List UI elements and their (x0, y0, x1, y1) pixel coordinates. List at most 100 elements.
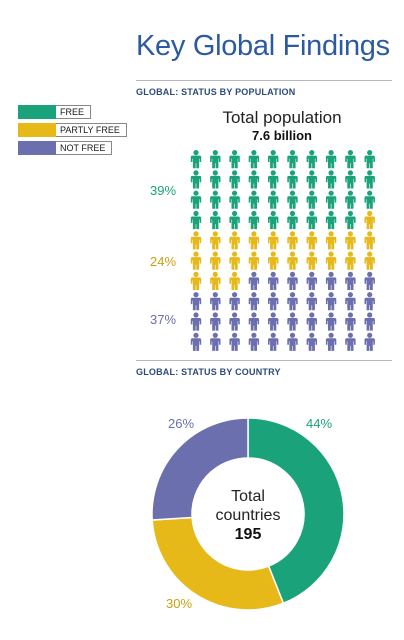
person-icon (364, 312, 375, 331)
person-icon (287, 231, 298, 250)
person-icon (190, 271, 202, 290)
person-icon (248, 271, 260, 290)
person-icon (248, 210, 260, 230)
person-icon (287, 312, 298, 331)
person-icon (345, 292, 356, 311)
person-icon (287, 271, 298, 290)
person-icon (287, 170, 298, 189)
person-icon (306, 312, 317, 331)
person-icon (345, 231, 356, 250)
person-icon (287, 251, 298, 270)
person-icon (248, 292, 260, 311)
donut-pct-label-free: 44% (306, 416, 333, 431)
person-icon (229, 332, 240, 351)
person-icon (306, 231, 317, 250)
person-icon (229, 312, 240, 331)
person-icon (306, 271, 317, 290)
person-icon (248, 150, 260, 169)
legend-swatch-not-free (18, 141, 56, 155)
legend-item-free: FREE (18, 104, 127, 120)
person-icon (268, 150, 279, 169)
donut-center-label-line2: countries (215, 507, 281, 524)
person-icon (248, 170, 260, 189)
person-icon (190, 292, 202, 311)
legend-label-not-free: NOT FREE (56, 141, 113, 155)
person-icon (306, 332, 317, 351)
person-icon (248, 190, 260, 209)
person-icon (229, 190, 240, 209)
person-icon (306, 170, 317, 189)
pct-label-free: 39% (150, 183, 177, 198)
person-icon (229, 292, 240, 311)
person-icon (306, 190, 317, 209)
person-icon (325, 231, 337, 250)
legend-swatch-partly-free (18, 123, 56, 137)
person-icon (345, 332, 356, 351)
person-icon (210, 312, 221, 331)
person-icon (190, 231, 202, 250)
person-icon (190, 170, 202, 189)
legend-item-partly-free: PARTLY FREE (18, 122, 127, 138)
population-section-label: GLOBAL: STATUS BY POPULATION (136, 87, 296, 97)
person-icon (268, 271, 279, 290)
person-icon (325, 150, 337, 169)
person-icon (210, 150, 221, 169)
person-icon (364, 190, 375, 209)
person-icon (364, 271, 375, 290)
person-icon (287, 332, 298, 351)
person-icon (306, 292, 317, 311)
person-icon (325, 332, 337, 351)
person-icon (287, 150, 298, 169)
person-icon (325, 190, 337, 209)
donut-pct-label-partly-free: 30% (166, 596, 193, 611)
person-icon (364, 150, 375, 169)
legend-swatch-free (18, 105, 56, 119)
person-icon (210, 170, 221, 189)
person-icon (345, 251, 356, 270)
population-title: Total population (222, 108, 342, 127)
person-icon (325, 292, 337, 311)
person-icon (229, 150, 240, 169)
person-icon (210, 190, 221, 209)
person-icon (268, 332, 279, 351)
person-icon (229, 271, 240, 290)
person-icon (248, 231, 260, 250)
person-icon (229, 231, 240, 250)
person-icon (287, 190, 298, 209)
person-icon (364, 210, 375, 230)
person-icon (306, 210, 317, 230)
donut-center-label-line1: Total (231, 488, 265, 505)
person-icon (190, 190, 202, 209)
person-icon (287, 210, 298, 230)
person-icon (325, 271, 337, 290)
pct-label-not-free: 37% (150, 312, 177, 327)
person-icon (190, 312, 202, 331)
donut-slice-not-free (151, 417, 249, 521)
person-icon (325, 210, 337, 230)
person-icon (268, 251, 279, 270)
person-icon (345, 271, 356, 290)
person-icon (364, 251, 375, 270)
legend-item-not-free: NOT FREE (18, 140, 127, 156)
page-title: Key Global Findings (136, 30, 390, 62)
donut-center-number: 195 (234, 526, 262, 543)
person-icon (325, 251, 337, 270)
section-divider (136, 360, 392, 361)
person-icon (345, 190, 356, 209)
population-total: 7.6 billion (252, 128, 312, 143)
legend-label-partly-free: PARTLY FREE (56, 123, 127, 137)
donut-pct-label-not-free: 26% (168, 416, 195, 431)
person-icon (364, 170, 375, 189)
person-icon (364, 292, 375, 311)
person-icon (190, 332, 202, 351)
person-icon (210, 332, 221, 351)
person-icon (268, 292, 279, 311)
person-icon (190, 251, 202, 270)
person-icon (210, 251, 221, 270)
person-icon (229, 251, 240, 270)
person-icon (268, 170, 279, 189)
person-icon (210, 271, 221, 290)
person-icon (248, 312, 260, 331)
